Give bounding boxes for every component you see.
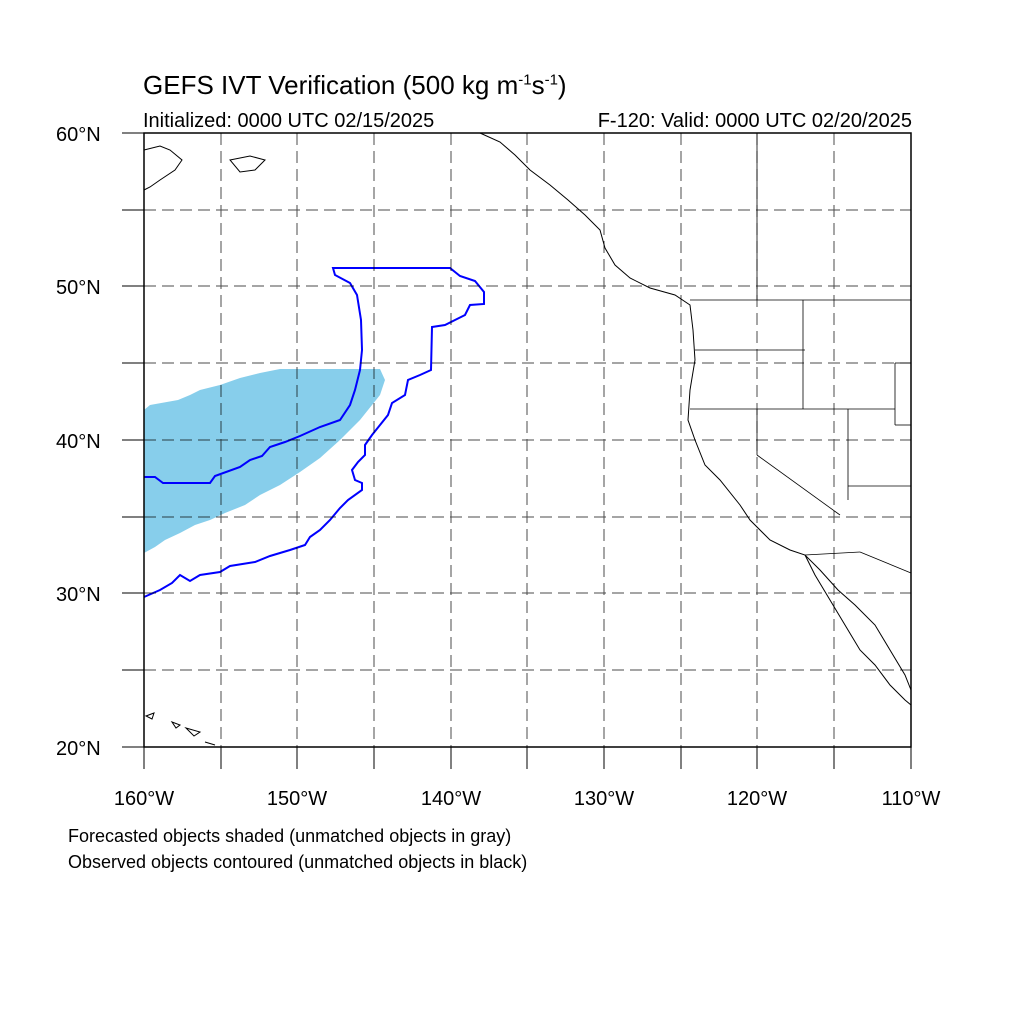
lon-label: 130°W [574, 788, 634, 810]
lon-label: 120°W [727, 788, 787, 810]
lat-label: 30°N [56, 584, 101, 606]
lon-label: 160°W [114, 788, 174, 810]
hawaii-islands [144, 712, 216, 746]
map-grid [144, 133, 911, 747]
legend-note-observed: Observed objects contoured (unmatched ob… [68, 852, 528, 872]
lat-label: 50°N [56, 277, 101, 299]
lat-label: 40°N [56, 431, 101, 453]
init-time-label: Initialized: 0000 UTC 02/15/2025 [143, 110, 435, 132]
lat-label: 60°N [56, 124, 101, 146]
coastline-baja [804, 554, 912, 706]
axis-ticks [122, 132, 912, 769]
lon-label: 110°W [882, 788, 941, 810]
political-borders [690, 133, 912, 574]
lon-label: 150°W [267, 788, 327, 810]
coastline-north-america [479, 132, 912, 691]
valid-time-label: F-120: Valid: 0000 UTC 02/20/2025 [597, 110, 912, 132]
forecast-object-shaded [144, 369, 385, 553]
lon-label: 140°W [421, 788, 481, 810]
chart-title: GEFS IVT Verification (500 kg m-1s-1) [143, 70, 567, 100]
lat-label: 20°N [56, 738, 101, 760]
legend-note-forecast: Forecasted objects shaded (unmatched obj… [68, 826, 512, 846]
coastline-alaska [143, 145, 266, 191]
